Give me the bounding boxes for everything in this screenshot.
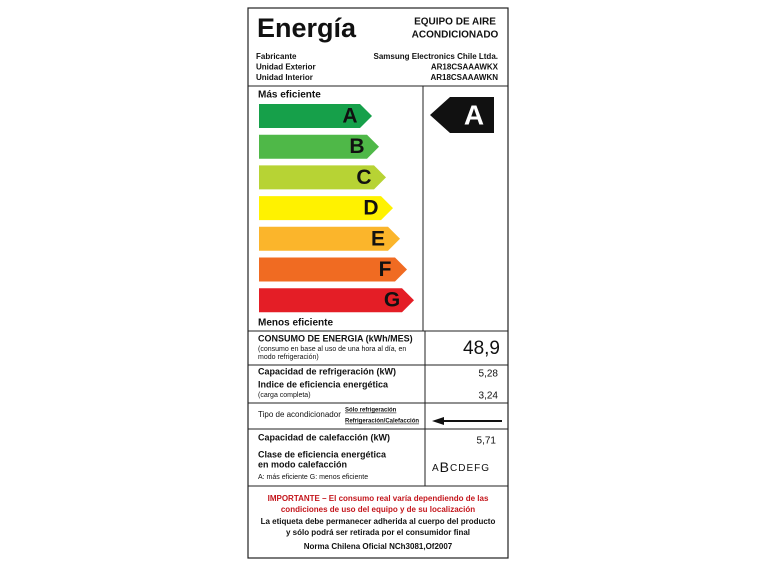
type-option: Sólo refrigeración [345,408,397,414]
product: ACONDICIONADO [412,30,499,41]
class-bar [259,134,379,159]
class-letter: A [342,105,357,128]
type-options: Sólo refrigeración Refrigeración/Calefacc… [345,408,502,425]
consumption-value: 48,9 [463,338,500,359]
class-bar [259,288,414,313]
heating-classes: ABCDEFG [432,459,489,475]
consumption-label: CONSUMO DE ENERGIA (kWh/MES) [258,333,413,343]
important: IMPORTANTE – El consumo real varía depen… [268,494,489,503]
heating-class-label: Clase de eficiencia energética [258,449,387,459]
class-letter: D [363,197,378,220]
class-letter: F [379,258,392,281]
class-bar [259,104,372,128]
info-label: Unidad Exterior [256,63,316,72]
efficiency-label: Indice de eficiencia energética [258,379,389,389]
type-option: Refrigeración/Calefacción [345,419,419,425]
heating-class: D [458,463,465,474]
notice: y sólo podrá ser retirada por el consumi… [286,528,470,537]
info-value: Samsung Electronics Chile Ltda. [374,52,498,61]
info-value: AR18CSAAAWKN [430,73,498,82]
info-label: Unidad Interior [256,73,313,82]
heating-class-note: A: más eficiente G: menos eficiente [258,474,368,481]
rating: A [464,99,484,130]
consumption-note: (consumo en base al uso de una hora al d… [258,346,406,353]
heating-class: G [481,463,489,474]
class-letter: B [349,135,364,158]
efficiency-note: (carga completa) [258,392,311,399]
top-label: Más eficiente [258,90,321,101]
info-label: Fabricante [256,52,297,61]
heating-class-label: en modo calefacción [258,459,347,469]
heating-capacity: 5,71 [477,436,497,447]
consumption-note: modo refrigeración) [258,354,319,361]
class-bar [259,226,400,251]
heating-class: C [450,463,457,474]
efficiency: 3,24 [479,391,499,402]
cooling-capacity: 5,28 [479,369,499,380]
product: EQUIPO DE AIRE [414,17,496,28]
class-letter: G [384,289,400,312]
norm: Norma Chilena Oficial NCh3081,Of2007 [304,542,453,551]
info-value: AR18CSAAAWKX [431,63,499,72]
rating-arrow [430,97,494,133]
notice: La etiqueta debe permanecer adherida al … [261,517,496,526]
class-bar [259,257,407,282]
heating-class: A [432,463,439,474]
heating-class: F [474,463,480,474]
selection-arrowhead [432,417,444,425]
title: Energía [257,13,357,43]
important: condiciones de uso del equipo y de su lo… [281,505,475,514]
info: Fabricante Samsung Electronics Chile Ltda… [256,52,499,82]
scale: ABCDEFG [259,104,414,313]
type-label: Tipo de acondicionador [258,410,341,419]
heating-capacity-label: Capacidad de calefacción (kW) [258,432,390,442]
class-bar [259,165,386,190]
heating-class: E [466,463,473,474]
bottom-label: Menos eficiente [258,318,333,329]
heating-class: B [440,459,449,475]
cooling-capacity-label: Capacidad de refrigeración (kW) [258,366,396,376]
class-bar [259,196,393,221]
class-letter: E [371,227,385,250]
class-letter: C [356,166,371,189]
